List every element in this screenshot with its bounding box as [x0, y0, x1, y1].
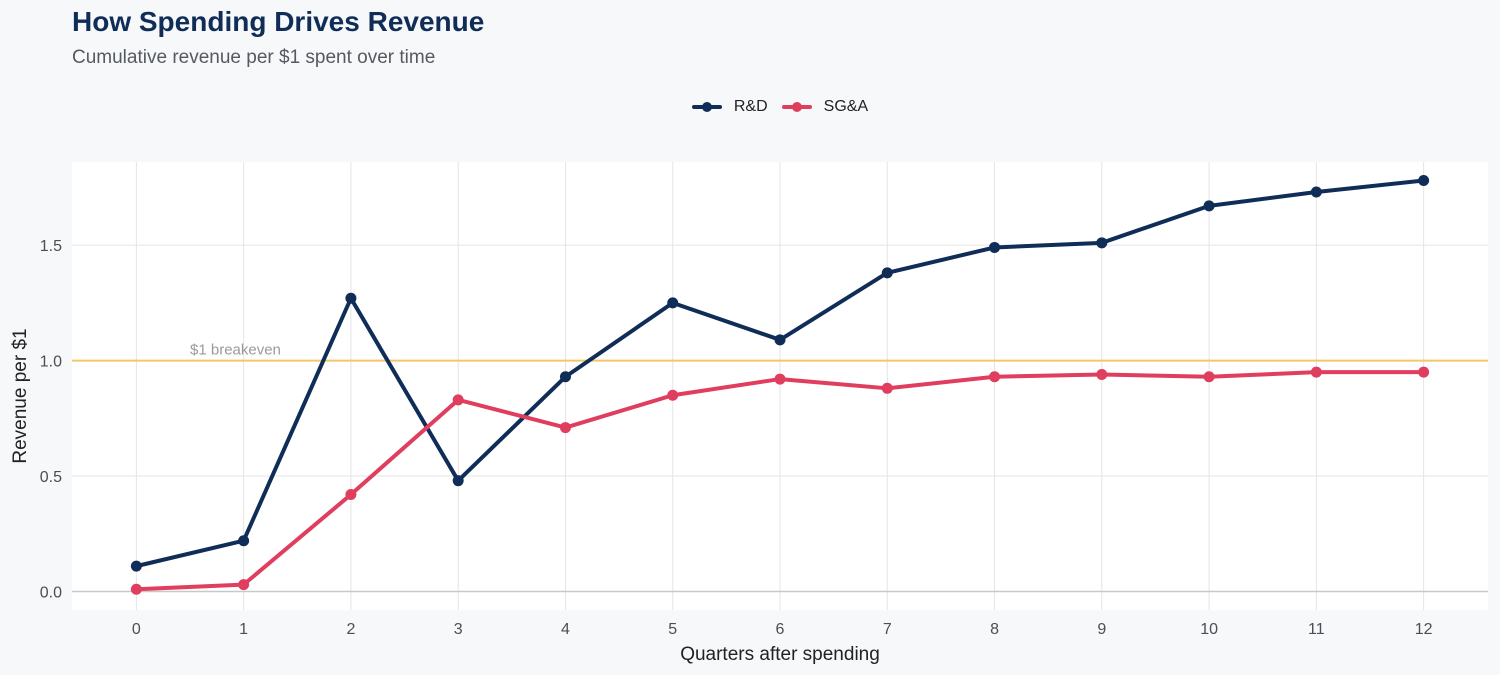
data-point-rd — [1203, 200, 1215, 212]
data-point-rd — [881, 267, 893, 279]
data-point-rd — [130, 560, 142, 572]
x-tick-label: 3 — [454, 621, 463, 638]
y-tick-label: 0.0 — [40, 585, 62, 602]
x-tick-label: 7 — [883, 621, 892, 638]
data-point-rd — [1310, 186, 1322, 198]
y-tick-label: 0.5 — [40, 469, 62, 486]
breakeven-label: $1 breakeven — [190, 342, 281, 359]
data-point-rd — [774, 334, 786, 346]
data-point-rd — [452, 475, 464, 487]
legend-dot-rd — [701, 102, 712, 112]
x-tick-label: 10 — [1200, 621, 1218, 638]
x-tick-label: 8 — [990, 621, 999, 638]
data-point-sga — [1310, 366, 1322, 378]
data-point-sga — [667, 389, 679, 401]
data-point-sga — [1203, 371, 1215, 383]
legend-dot-sga — [791, 102, 802, 112]
data-point-sga — [881, 382, 893, 394]
data-point-rd — [559, 371, 571, 383]
x-tick-label: 4 — [561, 621, 570, 638]
legend-key-rd — [691, 101, 722, 113]
legend-item-rd: R&D — [691, 98, 768, 116]
legend-label-rd: R&D — [733, 98, 768, 115]
chart-subtitle: Cumulative revenue per $1 spent over tim… — [72, 47, 436, 68]
chart-title: How Spending Drives Revenue — [72, 6, 485, 37]
data-point-sga — [1418, 366, 1430, 378]
legend-label-sga: SG&A — [823, 98, 869, 115]
data-point-rd — [238, 535, 250, 547]
x-axis-title: Quarters after spending — [680, 644, 880, 665]
data-point-rd — [1418, 174, 1430, 186]
legend: R&D SG&A — [0, 98, 1500, 116]
data-point-sga — [130, 583, 142, 595]
x-tick-label: 11 — [1308, 621, 1325, 638]
x-tick-label: 1 — [239, 621, 248, 638]
x-tick-label: 5 — [668, 621, 677, 638]
data-point-sga — [774, 373, 786, 385]
x-tick-label: 12 — [1415, 621, 1433, 638]
data-point-sga — [452, 394, 464, 406]
data-point-rd — [667, 297, 679, 309]
x-tick-label: 6 — [776, 621, 785, 638]
x-tick-label: 9 — [1097, 621, 1106, 638]
legend-key-sga — [781, 101, 812, 113]
data-point-sga — [345, 489, 357, 501]
data-point-sga — [238, 579, 250, 591]
data-point-rd — [345, 292, 357, 304]
data-point-rd — [1096, 237, 1108, 249]
data-point-rd — [989, 241, 1001, 253]
legend-item-sga: SG&A — [781, 98, 869, 116]
data-point-sga — [1096, 368, 1108, 380]
x-tick-label: 2 — [346, 621, 355, 638]
data-point-sga — [989, 371, 1001, 383]
y-tick-label: 1.5 — [40, 238, 62, 255]
y-tick-label: 1.0 — [40, 354, 62, 371]
x-tick-label: 0 — [132, 621, 141, 638]
data-point-sga — [559, 422, 571, 434]
y-axis-title: Revenue per $1 — [10, 328, 31, 463]
